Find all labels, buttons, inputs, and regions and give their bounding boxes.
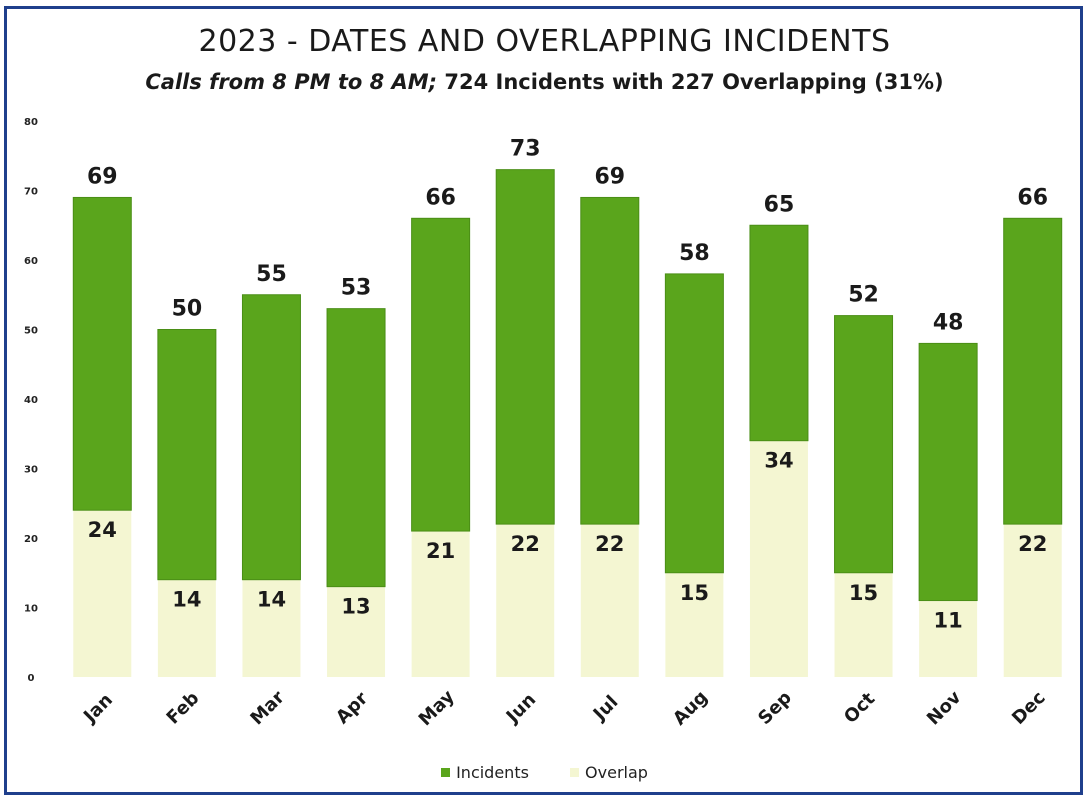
incidents-bar xyxy=(1003,217,1063,525)
legend-label-overlap: Overlap xyxy=(585,763,648,782)
overlap-data-label: 15 xyxy=(680,581,709,605)
incidents-data-label: 73 xyxy=(510,137,541,162)
incidents-bar xyxy=(495,169,555,525)
overlap-bar xyxy=(73,510,132,677)
x-tick-label: Oct xyxy=(840,688,880,728)
overlap-data-label: 11 xyxy=(934,609,963,633)
y-tick-label: 60 xyxy=(24,256,38,267)
x-tick-label: Dec xyxy=(1008,687,1050,729)
y-tick-label: 50 xyxy=(24,326,38,337)
overlap-data-label: 14 xyxy=(172,588,201,612)
legend-item-overlap: Overlap xyxy=(570,763,648,782)
y-tick-label: 40 xyxy=(24,395,38,406)
overlap-data-label: 22 xyxy=(595,532,624,556)
chart-title: 2023 - DATES AND OVERLAPPING INCIDENTS xyxy=(198,24,891,59)
incidents-data-label: 69 xyxy=(594,164,625,189)
incidents-data-label: 65 xyxy=(764,192,795,217)
incidents-bar xyxy=(918,342,978,602)
overlap-bar xyxy=(749,440,808,677)
overlap-bar xyxy=(1003,524,1062,677)
incidents-bar xyxy=(411,217,471,532)
incidents-bar xyxy=(241,294,301,581)
y-tick-label: 20 xyxy=(24,534,38,545)
legend-label-incidents: Incidents xyxy=(456,763,529,782)
overlap-data-label: 22 xyxy=(511,532,540,556)
overlap-bar xyxy=(327,586,386,677)
x-tick-label: May xyxy=(415,686,459,730)
overlap-data-label: 15 xyxy=(849,581,878,605)
incidents-data-label: 55 xyxy=(256,262,287,287)
incidents-bar xyxy=(157,329,217,581)
incidents-data-label: 52 xyxy=(848,283,879,308)
x-tick-label: Feb xyxy=(163,688,204,729)
x-tick-label: Jan xyxy=(78,689,117,728)
chart-subtitle: Calls from 8 PM to 8 AM; 724 Incidents w… xyxy=(0,70,1089,94)
incidents-data-label: 69 xyxy=(87,164,118,189)
overlap-bar xyxy=(496,524,555,677)
y-tick-label: 70 xyxy=(24,187,38,198)
x-tick-label: Jun xyxy=(501,689,540,728)
overlap-bar xyxy=(411,531,470,677)
x-tick-label: Nov xyxy=(923,687,966,730)
y-tick-label: 30 xyxy=(24,465,38,476)
y-tick-label: 10 xyxy=(24,604,38,615)
incidents-data-label: 58 xyxy=(679,241,710,266)
overlap-bar xyxy=(580,524,639,677)
overlap-bar xyxy=(665,572,724,677)
incidents-data-label: 48 xyxy=(933,310,964,335)
incidents-bar xyxy=(326,308,386,588)
legend-swatch-incidents xyxy=(441,768,451,777)
incidents-bar xyxy=(72,196,132,511)
overlap-data-label: 24 xyxy=(88,518,117,542)
y-tick-label: 80 xyxy=(24,117,38,128)
overlap-bar xyxy=(919,600,978,677)
overlap-data-label: 14 xyxy=(257,588,286,612)
legend-swatch-overlap xyxy=(570,768,580,777)
overlap-data-label: 34 xyxy=(764,449,793,473)
x-tick-label: Mar xyxy=(246,687,288,729)
incidents-bar xyxy=(834,315,894,574)
x-tick-label: Apr xyxy=(332,688,372,728)
overlap-bar xyxy=(157,579,216,677)
x-tick-label: Jul xyxy=(588,692,622,726)
overlap-data-label: 22 xyxy=(1018,532,1047,556)
incidents-data-label: 50 xyxy=(172,297,203,322)
overlap-data-label: 13 xyxy=(341,595,370,619)
subtitle-italic: Calls from 8 PM to 8 AM; xyxy=(145,70,438,94)
incidents-bar xyxy=(749,224,809,442)
y-tick-label: 0 xyxy=(28,673,35,684)
incidents-data-label: 53 xyxy=(341,276,372,301)
subtitle-rest: 724 Incidents with 227 Overlapping (31%) xyxy=(444,70,944,94)
incidents-data-label: 66 xyxy=(1017,185,1048,210)
legend: Incidents Overlap xyxy=(0,763,1089,782)
incidents-bar xyxy=(664,273,724,574)
overlap-data-label: 21 xyxy=(426,539,455,563)
overlap-bar xyxy=(834,572,893,677)
overlap-bar xyxy=(242,579,301,677)
legend-item-incidents: Incidents xyxy=(441,763,529,782)
incidents-data-label: 66 xyxy=(425,185,456,210)
incidents-bar xyxy=(580,196,640,525)
x-tick-label: Sep xyxy=(754,687,796,729)
x-tick-label: Aug xyxy=(669,687,712,730)
